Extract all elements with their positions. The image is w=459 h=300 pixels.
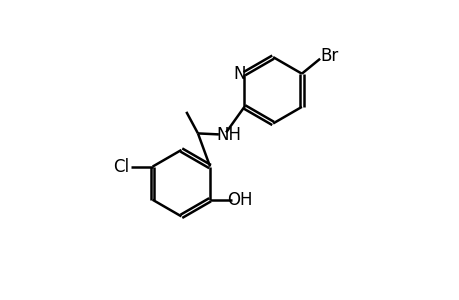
- Text: N: N: [233, 65, 246, 83]
- Text: Br: Br: [319, 47, 338, 65]
- Text: Cl: Cl: [113, 158, 129, 175]
- Text: NH: NH: [216, 126, 241, 144]
- Text: OH: OH: [227, 191, 252, 209]
